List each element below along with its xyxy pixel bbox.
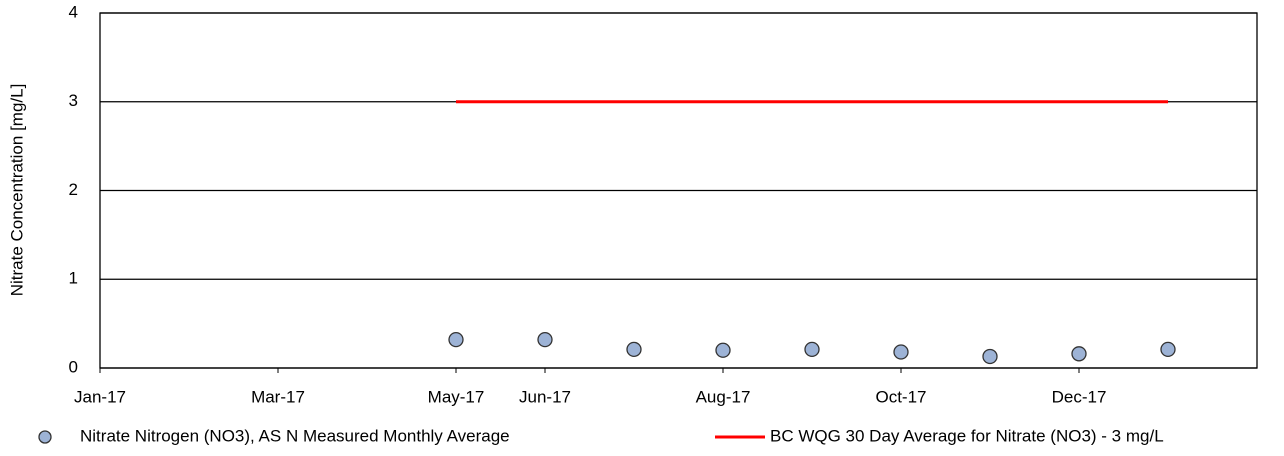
y-tick-label: 2 [69,180,78,199]
y-tick-label: 3 [69,91,78,110]
x-tick-label: Mar-17 [251,387,305,406]
x-tick-label: Jan-17 [74,387,126,406]
y-axis-label: Nitrate Concentration [mg/L] [7,84,26,297]
data-point [982,348,998,365]
legend-label: Nitrate Nitrogen (NO3), AS N Measured Mo… [80,426,510,445]
y-tick-label: 4 [69,2,78,21]
plot-border [99,12,1258,369]
data-point [893,344,909,360]
data-point [804,341,820,358]
data-point [1071,346,1087,362]
y-tick-label: 0 [69,357,78,376]
x-tick-label: Aug-17 [696,387,751,406]
data-point [715,342,731,358]
data-point [448,331,464,348]
data-point [626,341,642,358]
data-point [537,331,553,348]
x-tick-label: Jun-17 [519,387,571,406]
x-tick-label: Oct-17 [875,387,926,406]
y-tick-label: 1 [69,269,78,288]
x-tick-label: Dec-17 [1052,387,1107,406]
x-tick-label: May-17 [428,387,485,406]
legend-marker [38,430,52,444]
legend-label: BC WQG 30 Day Average for Nitrate (NO3) … [770,426,1164,445]
data-point [1160,341,1176,358]
